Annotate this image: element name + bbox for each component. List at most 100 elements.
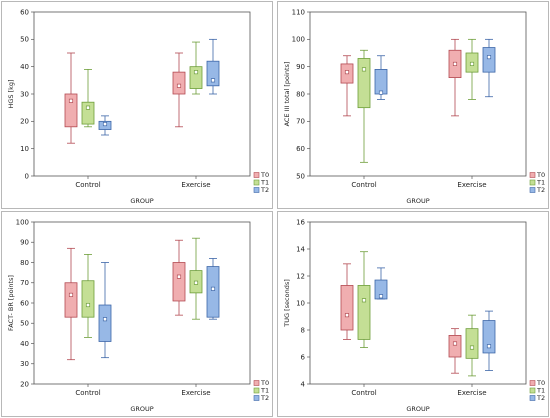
y-tick-label: 14 (296, 245, 305, 253)
box-t0-control (340, 55, 354, 117)
box-body (357, 285, 371, 340)
box-t2-control (374, 55, 388, 100)
y-tick-label: 20 (20, 118, 29, 126)
legend-label-t2: T2 (260, 186, 269, 194)
legend-swatch-t0 (529, 380, 536, 386)
y-tick-label: 30 (20, 90, 29, 98)
y-tick-label: 50 (20, 320, 29, 328)
x-tick-label-control: Control (75, 181, 100, 189)
chart-fact: 20 30 40 50 60 70 80 90 100 FACT- BR [points] Cont… (7, 218, 269, 413)
box-body (482, 47, 496, 73)
box-t2-exercise (482, 38, 496, 98)
y-axis-label: FACT- BR [points] (7, 275, 15, 331)
legend-swatch-t0 (529, 172, 536, 178)
box-body (172, 71, 186, 95)
box-body (64, 93, 78, 128)
mean-marker (85, 302, 91, 308)
box-body (81, 101, 95, 125)
chart-hgs: 0 10 20 30 40 50 60 HGS [kg] Control Exercise GROU… (7, 8, 269, 205)
mean-marker (193, 280, 199, 285)
mean-marker (469, 345, 475, 350)
x-tick-label-control: Control (351, 389, 376, 397)
mean-marker (344, 313, 350, 318)
box-body (172, 262, 186, 302)
box-t0-control (340, 263, 354, 340)
mean-marker (68, 98, 74, 103)
chart-panel-ace: 50 60 70 80 90 100 110 ACE III total [points] Co… (277, 1, 549, 209)
mean-marker (452, 341, 458, 346)
y-tick-label: 80 (296, 90, 305, 98)
box-body (98, 304, 112, 342)
legend-swatch-t1 (253, 179, 260, 186)
y-tick-label: 30 (20, 360, 29, 368)
y-tick-label: 20 (20, 380, 29, 388)
box-body (357, 58, 371, 109)
box-body (374, 279, 388, 300)
y-tick-label: 60 (20, 299, 29, 307)
mean-marker (193, 70, 199, 75)
y-tick-label: 100 (292, 36, 305, 44)
y-tick-label: 10 (296, 299, 305, 307)
box-t1-control (357, 251, 371, 348)
chart-panel-fact: 20 30 40 50 60 70 80 90 100 FACT- BR [points] Cont… (1, 211, 273, 417)
y-axis-label: TUG [seconds] (283, 279, 291, 327)
legend-label-t0: T0 (260, 379, 269, 387)
legend-label-t1: T1 (536, 387, 545, 395)
box-t2-exercise (206, 38, 220, 95)
box-t0-exercise (172, 239, 186, 316)
y-tick-label: 4 (301, 380, 306, 388)
mean-marker (210, 78, 216, 83)
box-body (206, 60, 220, 87)
x-tick-label-exercise: Exercise (181, 181, 210, 189)
legend-label-t2: T2 (536, 394, 545, 402)
box-t2-exercise (206, 258, 220, 320)
y-tick-label: 12 (296, 272, 305, 280)
chart-panel-hgs: 0 10 20 30 40 50 60 HGS [kg] Control Exercise GROU… (1, 1, 273, 209)
box-body (64, 282, 78, 318)
box-t1-exercise (189, 237, 203, 320)
y-axis-label: ACE III total [points] (283, 62, 291, 127)
legend-swatch-t1 (529, 179, 536, 186)
mean-marker (344, 70, 350, 75)
mean-marker (378, 90, 384, 95)
box-body (206, 266, 220, 318)
box-t2-control (98, 262, 112, 359)
legend-swatch-t2 (253, 187, 260, 193)
mean-marker (176, 274, 182, 279)
plot-area: 20 30 40 50 60 70 80 90 100 FACT- BR [points] Cont… (7, 218, 269, 413)
x-tick-label-exercise: Exercise (181, 389, 210, 397)
legend-swatch-t0 (253, 380, 260, 386)
box-t2-control (98, 115, 112, 136)
mean-marker (486, 344, 492, 349)
legend-label-t2: T2 (260, 394, 269, 402)
legend-swatch-t1 (529, 387, 536, 394)
legend-label-t0: T0 (536, 171, 545, 179)
legend-label-t1: T1 (260, 179, 269, 187)
mean-marker (378, 294, 384, 299)
mean-marker (361, 298, 367, 303)
y-tick-label: 50 (20, 36, 29, 44)
y-tick-label: 90 (20, 239, 29, 247)
plot-frame (309, 11, 527, 177)
mean-marker (176, 83, 182, 88)
mean-marker (85, 105, 91, 110)
x-axis-label: GROUP (130, 405, 153, 413)
y-tick-label: 10 (20, 145, 29, 153)
y-tick-label: 6 (301, 353, 306, 361)
legend-label-t0: T0 (536, 379, 545, 387)
chart-ace: 50 60 70 80 90 100 110 ACE III total [points] Co… (283, 8, 545, 205)
legend-swatch-t2 (529, 395, 536, 401)
plot-area: 0 10 20 30 40 50 60 HGS [kg] Control Exercise GROU… (7, 8, 269, 205)
y-tick-label: 70 (20, 279, 29, 287)
plot-area: 4 6 8 10 12 14 16 TUG [seconds] Control Exercise G… (283, 218, 545, 413)
y-tick-label: 60 (20, 8, 29, 16)
y-tick-label: 0 (25, 172, 29, 180)
legend-swatch-t2 (529, 187, 536, 193)
box-body (340, 285, 354, 331)
y-axis-label: HGS [kg] (7, 79, 15, 108)
x-axis-label: GROUP (130, 197, 153, 205)
